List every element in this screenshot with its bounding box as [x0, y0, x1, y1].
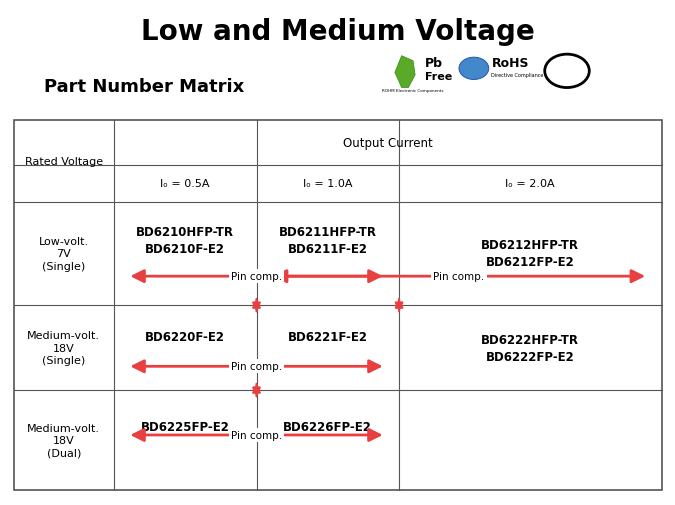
Circle shape [545, 55, 589, 88]
Text: BD6212HFP-TR
BD6212FP-E2: BD6212HFP-TR BD6212FP-E2 [481, 239, 579, 269]
Text: Pb: Pb [425, 57, 443, 70]
Text: Pin comp.: Pin comp. [231, 272, 282, 282]
Text: Pin comp.: Pin comp. [231, 430, 282, 440]
Text: Part Number Matrix: Part Number Matrix [44, 78, 244, 96]
Text: Rated Voltage: Rated Voltage [25, 157, 103, 167]
Polygon shape [395, 57, 415, 88]
Bar [14, 121, 662, 490]
Text: BD6226FP-E2: BD6226FP-E2 [284, 421, 372, 434]
Text: Low-volt.
7V
(Single): Low-volt. 7V (Single) [38, 236, 89, 271]
Text: Iₒ = 1.0A: Iₒ = 1.0A [303, 179, 352, 189]
Text: Iₒ = 0.5A: Iₒ = 0.5A [161, 179, 210, 189]
Text: Free: Free [425, 72, 452, 82]
Text: RoHS: RoHS [491, 57, 529, 70]
Text: Medium-volt.
18V
(Dual): Medium-volt. 18V (Dual) [27, 423, 100, 458]
Text: k: k [572, 64, 578, 74]
Text: BD6220F-E2: BD6220F-E2 [145, 330, 225, 343]
Text: BD6221F-E2: BD6221F-E2 [288, 330, 368, 343]
Text: Directive Compliance: Directive Compliance [491, 73, 544, 78]
Circle shape [459, 58, 489, 80]
Text: Medium-volt.
18V
(Single): Medium-volt. 18V (Single) [27, 331, 100, 365]
Text: BD6225FP-E2: BD6225FP-E2 [141, 421, 230, 434]
Text: BD6211HFP-TR
BD6211F-E2: BD6211HFP-TR BD6211F-E2 [279, 226, 377, 256]
Text: Low and Medium Voltage: Low and Medium Voltage [140, 18, 535, 45]
Text: BD6222HFP-TR
BD6222FP-E2: BD6222HFP-TR BD6222FP-E2 [481, 333, 579, 363]
Text: ROHM Electronic Components: ROHM Electronic Components [382, 88, 444, 92]
Text: V: V [572, 71, 579, 81]
Text: Iₒ = 2.0A: Iₒ = 2.0A [506, 179, 555, 189]
Text: Pin comp.: Pin comp. [231, 362, 282, 372]
Text: Pin comp.: Pin comp. [433, 272, 485, 282]
Text: ESD: ESD [561, 59, 573, 64]
Text: BD6210HFP-TR
BD6210F-E2: BD6210HFP-TR BD6210F-E2 [136, 226, 234, 256]
Text: 4: 4 [552, 63, 566, 82]
Text: Output Current: Output Current [343, 137, 433, 150]
